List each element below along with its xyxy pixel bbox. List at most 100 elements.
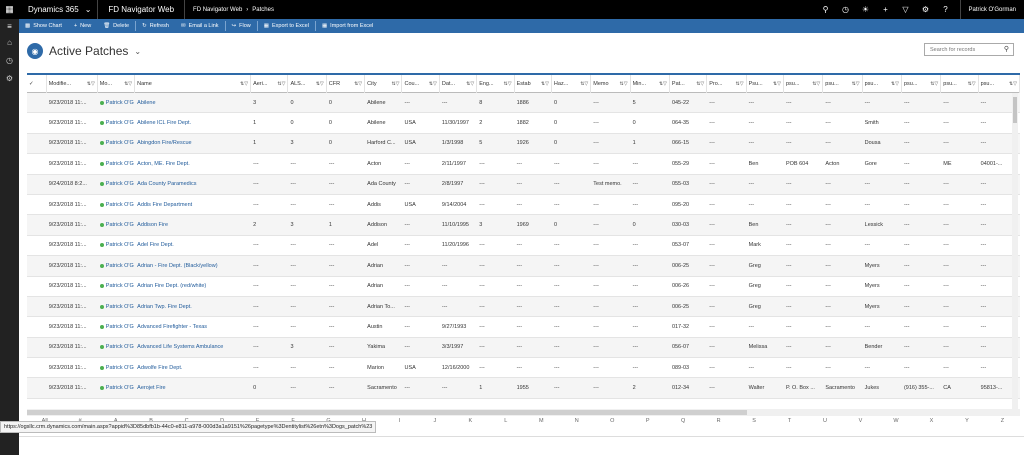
pinned-icon[interactable]: ⚙ [5, 73, 14, 83]
table-row[interactable]: 9/23/2018 11:... Patrick O'G Adrian Fire D… [27, 277, 1020, 297]
jump-letter[interactable]: I [398, 418, 401, 424]
sort-filter-icon[interactable]: ⇅▽ [503, 80, 512, 87]
column-header[interactable]: City ⇅▽ [365, 74, 403, 93]
row-checkbox[interactable] [27, 174, 47, 194]
table-cell[interactable]: Addis Fire Department [135, 195, 251, 215]
table-row[interactable]: 9/23/2018 11:... Patrick O'G Abilene ICL F… [27, 113, 1020, 134]
table-cell[interactable]: Patrick O'G [98, 317, 135, 337]
table-cell[interactable]: Patrick O'G [98, 358, 135, 378]
jump-letter[interactable]: T [787, 418, 792, 424]
jump-letter[interactable]: Q [681, 418, 686, 424]
column-header[interactable]: Aeri... ⇅▽ [251, 74, 289, 93]
column-header[interactable]: CFR ⇅▽ [327, 74, 366, 93]
table-cell[interactable]: Patrick O'G [98, 235, 135, 255]
table-cell[interactable]: Addison Fire [135, 215, 251, 235]
table-cell[interactable]: Adwolfe Fire Dept. [135, 358, 251, 378]
jump-letter[interactable]: V [858, 418, 863, 424]
column-header[interactable]: psu... ⇅▽ [863, 74, 902, 93]
table-cell[interactable]: Ada County Paramedics [135, 174, 251, 194]
table-cell[interactable]: Advanced Firefighter - Texas [135, 317, 251, 337]
help-icon[interactable]: ? [943, 5, 948, 14]
table-row[interactable]: 9/23/2018 11:... Patrick O'G Aerojet Fire 0… [27, 378, 1020, 399]
table-cell[interactable]: Aerojet Fire [135, 378, 251, 398]
row-checkbox[interactable] [27, 358, 47, 378]
column-header[interactable]: ALS... ⇅▽ [288, 74, 327, 93]
table-cell[interactable]: Patrick O'G [98, 378, 135, 398]
jump-letter[interactable]: J [433, 418, 437, 424]
row-checkbox[interactable] [27, 235, 47, 255]
column-header[interactable]: Pro... ⇅▽ [707, 74, 747, 93]
column-header[interactable]: Estab ⇅▽ [515, 74, 552, 93]
plus-icon[interactable]: + [883, 5, 888, 14]
table-cell[interactable]: Adrian - Fire Dept. (Black/yellow) [135, 256, 251, 276]
table-row[interactable]: 9/23/2018 11:... Patrick O'G Advanced Life… [27, 337, 1020, 359]
breadcrumb-app[interactable]: FD Navigator Web [193, 6, 243, 13]
search-icon[interactable]: ⚲ [822, 5, 829, 14]
table-row[interactable]: 9/24/2018 8:2... Patrick O'G Ada County Pa… [27, 174, 1020, 195]
sort-filter-icon[interactable]: ⇅▽ [540, 80, 549, 87]
sort-filter-icon[interactable]: ⇅▽ [315, 80, 324, 87]
user-name[interactable]: Patrick O'Gorman [959, 0, 1024, 19]
delete-button[interactable]: 🗑 Delete [97, 19, 135, 33]
row-checkbox[interactable] [27, 317, 47, 337]
scroll-thumb[interactable] [1013, 97, 1017, 123]
table-cell[interactable]: Patrick O'G [98, 195, 135, 215]
jump-letter[interactable]: N [574, 418, 579, 424]
table-cell[interactable]: Patrick O'G [98, 297, 135, 317]
column-header[interactable]: psu... ⇅▽ [902, 74, 942, 93]
view-title[interactable]: Active Patches [49, 44, 129, 58]
row-checkbox[interactable] [27, 297, 47, 317]
sort-filter-icon[interactable]: ⇅▽ [772, 80, 781, 87]
select-all-checkbox[interactable]: ✓ [27, 74, 47, 93]
jump-letter[interactable]: M [539, 418, 544, 424]
table-cell[interactable]: Advanced Life Systems Ambulance [135, 337, 251, 357]
column-header[interactable]: psu... ⇅▽ [784, 74, 824, 93]
column-header[interactable]: Haz... ⇅▽ [552, 74, 592, 93]
jump-letter[interactable]: O [610, 418, 615, 424]
export-excel-button[interactable]: ▦ Export to Excel [258, 19, 315, 33]
hamburger-icon[interactable]: ≡ [0, 19, 19, 33]
sort-filter-icon[interactable]: ⇅▽ [354, 80, 363, 87]
sort-filter-icon[interactable]: ⇅▽ [812, 80, 821, 87]
row-checkbox[interactable] [27, 276, 47, 296]
table-cell[interactable]: Patrick O'G [98, 174, 135, 194]
column-header[interactable]: psu... ⇅▽ [823, 74, 863, 93]
table-row[interactable]: 9/23/2018 11:... Patrick O'G Addison Fire 2… [27, 215, 1020, 236]
breadcrumb-entity[interactable]: Patches [252, 6, 274, 13]
jump-letter[interactable]: W [893, 418, 899, 424]
column-header[interactable]: Psu... ⇅▽ [747, 74, 784, 93]
jump-letter[interactable]: R [716, 418, 721, 424]
gear-icon[interactable]: ⚙ [921, 5, 930, 14]
table-row[interactable]: 9/23/2018 11:... Patrick O'G Adrian - Fire… [27, 256, 1020, 277]
app-launcher-icon[interactable]: ▦ [5, 4, 14, 14]
table-row[interactable]: 9/23/2018 11:... Patrick O'G Advanced Fire… [27, 317, 1020, 338]
jump-letter[interactable]: S [752, 418, 756, 424]
jump-letter[interactable]: X [929, 418, 934, 424]
sort-filter-icon[interactable]: ⇅▽ [967, 80, 976, 87]
jump-letter[interactable]: L [504, 418, 508, 424]
sort-filter-icon[interactable]: ⇅▽ [277, 80, 286, 87]
search-icon[interactable]: ⚲ [1003, 46, 1009, 53]
sort-filter-icon[interactable]: ⇅▽ [124, 80, 133, 87]
column-header[interactable]: psu... ⇅▽ [941, 74, 979, 93]
sort-filter-icon[interactable]: ⇅▽ [86, 80, 95, 87]
column-header[interactable]: Pat... ⇅▽ [670, 74, 708, 93]
table-cell[interactable]: Abingdon Fire/Rescue [135, 133, 251, 153]
column-header[interactable]: Mo... ⇅▽ [98, 74, 136, 93]
column-header[interactable]: psu... ⇅▽ [979, 74, 1020, 93]
column-header[interactable]: Cou... ⇅▽ [402, 74, 440, 93]
table-cell[interactable]: Adrian Twp. Fire Dept. [135, 297, 251, 317]
brand[interactable]: Dynamics 365 ⌄ [0, 0, 99, 19]
scroll-thumb[interactable] [27, 410, 747, 415]
column-header[interactable]: Modifie... ⇅▽ [47, 74, 98, 93]
sort-filter-icon[interactable]: ⇅▽ [466, 80, 475, 87]
sort-filter-icon[interactable]: ⇅▽ [696, 80, 705, 87]
column-header[interactable]: Memo ⇅▽ [591, 74, 631, 93]
sort-filter-icon[interactable]: ⇅▽ [658, 80, 667, 87]
table-cell[interactable]: Adel Fire Dept. [135, 235, 251, 255]
recent-icon[interactable]: ◷ [842, 5, 849, 14]
jump-letter[interactable]: P [645, 418, 650, 424]
horizontal-scrollbar[interactable] [27, 409, 1020, 416]
email-link-button[interactable]: ✉ Email a Link [175, 19, 225, 33]
sort-filter-icon[interactable]: ⇅▽ [580, 80, 589, 87]
